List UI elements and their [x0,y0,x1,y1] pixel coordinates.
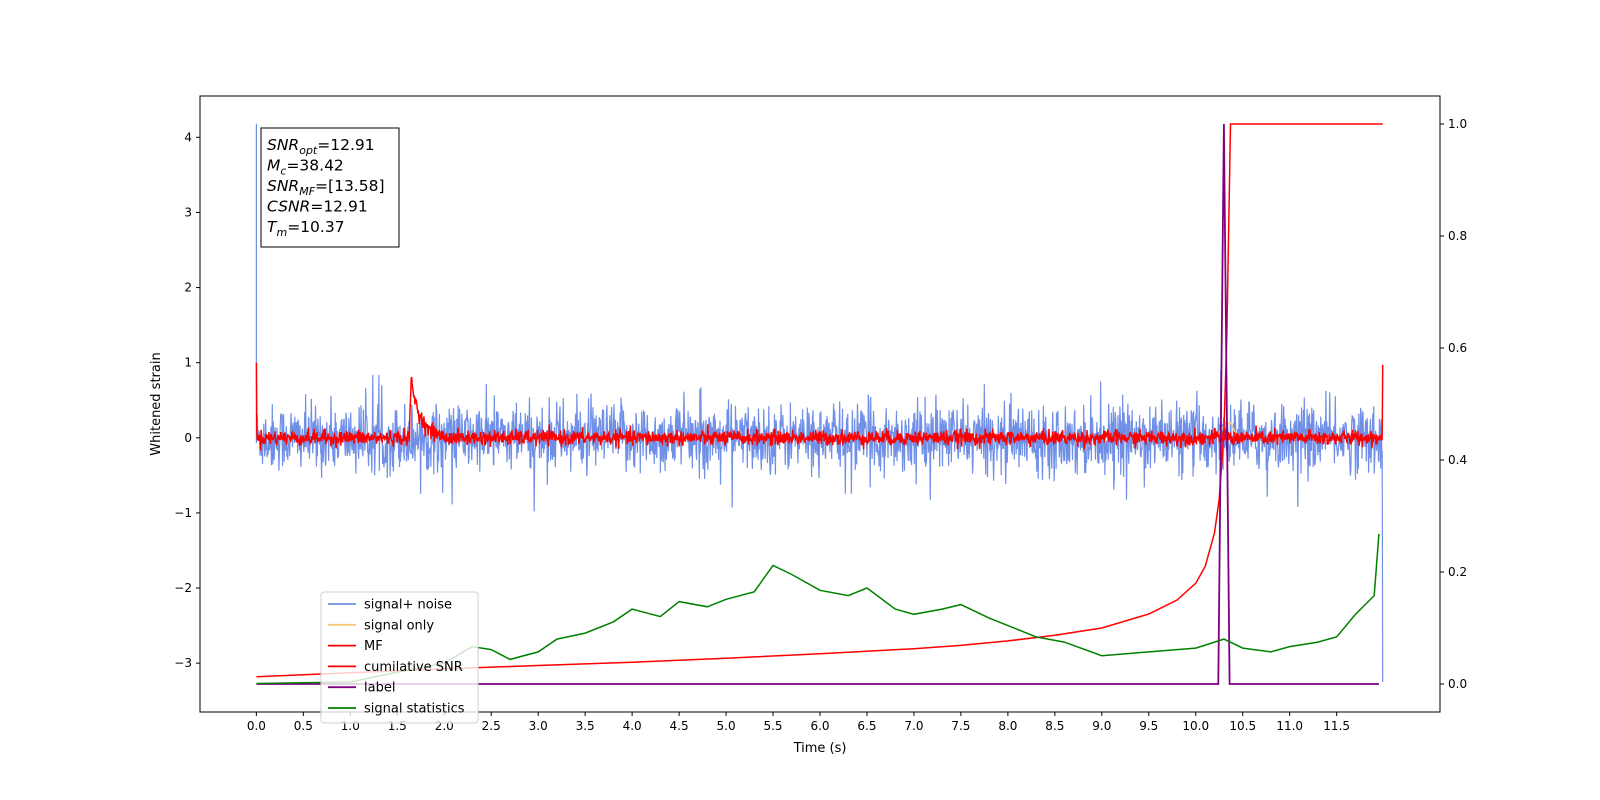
x-tick-label: 3.5 [576,719,595,733]
y-right-tick-label: 0.2 [1448,565,1467,579]
x-tick-label: 8.0 [998,719,1017,733]
annotation-line: SNRopt=12.91 [267,136,375,157]
y-axis-left: −3 −2 −1 0 1 2 3 4 [174,130,200,670]
x-tick-label: 10.5 [1229,719,1256,733]
legend-frame [320,591,479,724]
annotation-frame [260,127,400,248]
y-tick-label: 2 [184,281,192,295]
series-signal-statistics-line [256,533,1380,685]
y-right-tick-label: 1.0 [1448,117,1467,131]
x-tick-label: 2.5 [482,719,501,733]
series-label-line [256,123,1379,685]
annotation-line: CSNR=12.91 [267,198,368,216]
x-tick-label: 11.0 [1276,719,1303,733]
legend-entry-label: MF [364,639,383,654]
legend: signal+ noise signal only MF cumilative SNR… [320,591,479,724]
x-tick-label: 9.5 [1139,719,1158,733]
x-tick-label: 4.5 [670,719,689,733]
x-tick-label: 10.0 [1182,719,1209,733]
annotation-line: SNRMF=[13.58] [267,177,385,198]
y-tick-label: 0 [184,431,192,445]
x-tick-label: 7.5 [951,719,970,733]
legend-entry-label: signal+ noise [364,598,452,613]
y-tick-label: 4 [184,130,192,144]
y-right-tick-label: 0.4 [1448,453,1467,467]
y-tick-label: 1 [184,356,192,370]
y-axis-label: Whitened strain [149,352,164,455]
y-right-tick-label: 0.0 [1448,677,1467,691]
legend-entry-label: label [364,681,395,696]
x-tick-label: 8.5 [1045,719,1064,733]
x-axis: 0.0 0.5 1.0 1.5 2.0 2.5 3.0 3.5 4.0 4.5 5.0 5.5 6.0 6… [247,712,1350,733]
y-tick-label: −3 [174,656,192,670]
series-layer [255,123,1384,685]
legend-entry-label: signal only [364,618,434,633]
y-tick-label: −1 [174,506,192,520]
y-tick-label: −2 [174,581,192,595]
legend-entry-label: signal statistics [364,702,465,717]
legend-entry-label: cumilative SNR [364,660,463,675]
series-mf-line [255,362,1384,451]
y-axis-right: 0.0 0.2 0.4 0.6 0.8 1.0 [1440,117,1467,691]
x-tick-label: 5.5 [763,719,782,733]
x-tick-label: 11.5 [1323,719,1350,733]
x-tick-label: 0.0 [247,719,266,733]
x-tick-label: 3.0 [529,719,548,733]
y-right-tick-label: 0.8 [1448,229,1467,243]
x-tick-label: 5.0 [717,719,736,733]
x-tick-label: 6.0 [810,719,829,733]
stats-annotation-box: SNRopt=12.91Mc=38.42SNRMF=[13.58]CSNR=12… [260,127,400,248]
annotation-line: Mc=38.42 [267,157,344,178]
series-cumulative-snr-line [256,123,1383,678]
y-tick-label: 3 [184,205,192,219]
x-tick-label: 7.0 [904,719,923,733]
x-tick-label: 4.0 [623,719,642,733]
annotation-line: Tm=10.37 [267,218,345,239]
x-tick-label: 0.5 [294,719,313,733]
x-tick-label: 6.5 [857,719,876,733]
y-right-tick-label: 0.6 [1448,341,1467,355]
x-tick-label: 9.0 [1092,719,1111,733]
x-axis-label: Time (s) [793,741,847,756]
